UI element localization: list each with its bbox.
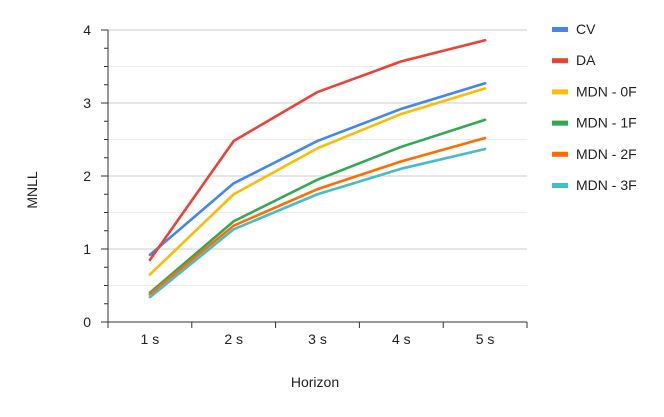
series-line-mdn-0f	[148, 87, 487, 276]
series-line-cv	[148, 81, 487, 257]
series-line-mdn-3f	[148, 147, 487, 299]
legend-swatch-mdn-2f	[552, 151, 568, 157]
legend-swatch-da	[552, 58, 568, 64]
grid-lines	[108, 29, 527, 286]
legend-swatch-mdn-3f	[552, 183, 568, 188]
series-line-da	[148, 38, 487, 262]
y-axis-title: MNLL	[24, 171, 40, 209]
series-line-mdn-2f	[148, 136, 487, 296]
legend-swatch-cv	[552, 27, 568, 32]
y-tick-label: 1	[83, 241, 91, 257]
legend-label-mdn-1f: MDN - 1F	[576, 115, 637, 131]
series-line-mdn-1f	[148, 118, 487, 295]
y-tick-label: 2	[83, 168, 91, 184]
y-tick-label: 3	[83, 95, 91, 111]
legend-label-cv: CV	[576, 21, 596, 37]
x-axis-title: Horizon	[291, 374, 339, 390]
legend-label-mdn-2f: MDN - 2F	[576, 146, 637, 162]
legend-label-da: DA	[576, 52, 596, 68]
series-lines	[148, 38, 487, 299]
x-tick-label: 3 s	[308, 331, 327, 347]
legend-label-mdn-3f: MDN - 3F	[576, 177, 637, 193]
x-tick-label: 4 s	[392, 331, 411, 347]
x-tick-label: 1 s	[141, 331, 160, 347]
legend-swatch-mdn-1f	[552, 120, 568, 126]
legend-label-mdn-0f: MDN - 0F	[576, 83, 637, 99]
x-tick-label: 5 s	[476, 331, 495, 347]
y-tick-label: 4	[83, 22, 91, 38]
legend-swatch-mdn-0f	[552, 89, 568, 95]
y-tick-label: 0	[83, 314, 91, 330]
x-tick-label: 2 s	[224, 331, 243, 347]
axes: 0 1 2 3 4 1 s 2 s 3 s 4 s 5 s	[83, 22, 528, 347]
legend: CV DA MDN - 0F MDN - 1F MDN - 2F MDN - 3F	[552, 21, 637, 193]
